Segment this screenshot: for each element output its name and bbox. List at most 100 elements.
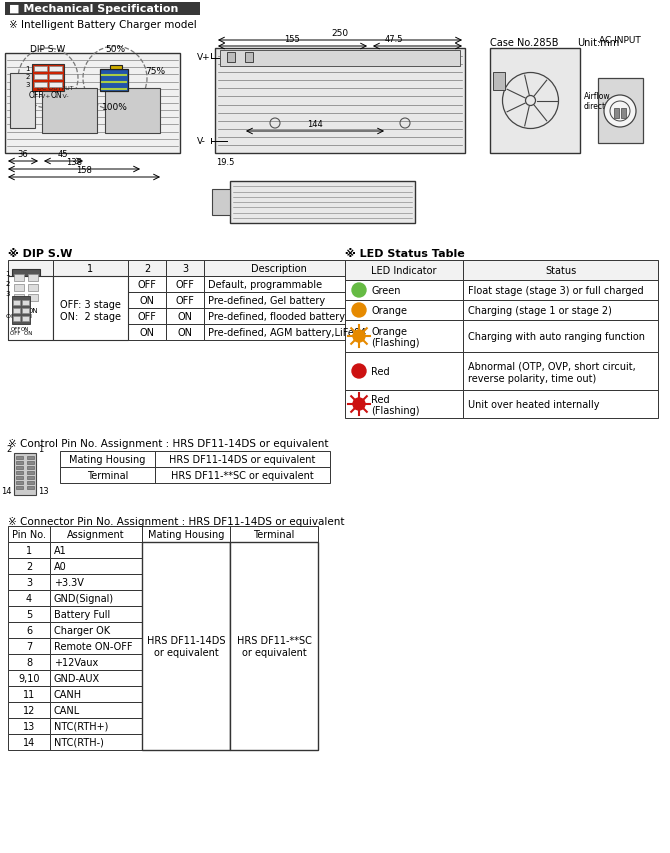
Bar — [42, 89, 97, 134]
Bar — [53, 309, 128, 325]
Bar — [8, 276, 53, 340]
Text: NTC(RTH-): NTC(RTH-) — [54, 737, 104, 747]
Bar — [345, 391, 463, 419]
Text: Terminal: Terminal — [253, 530, 295, 539]
Bar — [14, 275, 24, 281]
Text: 9,10: 9,10 — [18, 673, 40, 683]
Bar — [16, 456, 23, 460]
Bar — [463, 300, 658, 321]
Text: V-: V- — [197, 137, 206, 147]
Text: Abnormal (OTP, OVP, short circuit,: Abnormal (OTP, OVP, short circuit, — [468, 362, 636, 372]
Bar — [204, 261, 354, 276]
Bar — [230, 686, 318, 702]
Bar — [128, 293, 166, 309]
Bar — [230, 526, 318, 543]
Bar — [204, 293, 354, 309]
Text: 5: 5 — [26, 609, 32, 619]
Bar — [142, 702, 230, 718]
Text: 138: 138 — [66, 158, 82, 167]
Bar — [53, 325, 128, 340]
Bar — [49, 75, 62, 80]
Text: 50%: 50% — [105, 44, 125, 54]
Text: CANL: CANL — [54, 705, 80, 715]
Text: 1: 1 — [5, 270, 10, 276]
Bar — [100, 70, 128, 92]
Text: ※ Connector Pin No. Assignment : HRS DF11-14DS or equivalent: ※ Connector Pin No. Assignment : HRS DF1… — [8, 516, 344, 526]
Bar — [230, 574, 318, 590]
Text: Description: Description — [251, 264, 307, 274]
Bar — [50, 702, 142, 718]
Bar — [8, 325, 53, 340]
Text: Charging with auto ranging function: Charging with auto ranging function — [468, 332, 645, 341]
Text: Mating Housing: Mating Housing — [148, 530, 224, 539]
Bar — [230, 638, 318, 654]
Text: 2: 2 — [5, 281, 10, 287]
Bar — [8, 559, 50, 574]
Bar — [53, 276, 128, 293]
Bar — [105, 89, 160, 134]
Bar — [142, 686, 230, 702]
Bar — [14, 285, 24, 292]
Text: A1: A1 — [54, 545, 67, 555]
Circle shape — [353, 398, 365, 410]
Bar — [50, 606, 142, 623]
Bar — [614, 109, 619, 119]
Text: HRS DF11-**SC
or equivalent: HRS DF11-**SC or equivalent — [237, 635, 312, 657]
Bar — [345, 300, 463, 321]
Bar — [16, 472, 23, 474]
Text: Red: Red — [371, 395, 390, 404]
Bar — [142, 590, 230, 606]
Bar — [8, 276, 53, 293]
Bar — [142, 654, 230, 670]
Bar — [110, 66, 122, 70]
Bar — [245, 53, 253, 63]
Text: +3.3V: +3.3V — [54, 577, 84, 588]
Text: OFF: OFF — [176, 296, 194, 305]
Bar — [53, 261, 128, 276]
Bar — [50, 718, 142, 734]
Text: 2: 2 — [25, 74, 30, 80]
Text: Unit over heated internally: Unit over heated internally — [468, 399, 600, 409]
Text: 47.5: 47.5 — [385, 35, 403, 44]
Bar — [230, 734, 318, 750]
Text: OFF: OFF — [176, 280, 194, 290]
Bar — [463, 321, 658, 352]
Bar — [490, 49, 580, 154]
Bar — [463, 261, 658, 281]
Bar — [230, 543, 318, 559]
Bar — [50, 686, 142, 702]
Bar — [13, 300, 20, 305]
Bar — [166, 293, 204, 309]
Text: ON: ON — [178, 328, 192, 338]
Bar — [28, 294, 38, 302]
Bar — [8, 574, 50, 590]
Text: Assignment: Assignment — [67, 530, 125, 539]
Bar — [212, 189, 230, 216]
Text: 14: 14 — [23, 737, 35, 747]
Bar — [345, 281, 463, 300]
Text: ※ DIP S.W: ※ DIP S.W — [8, 249, 72, 258]
Bar — [142, 543, 230, 559]
Bar — [463, 391, 658, 419]
Bar — [34, 75, 47, 80]
Text: ※ Intelligent Battery Charger model: ※ Intelligent Battery Charger model — [9, 20, 197, 30]
Text: OFF  ON: OFF ON — [6, 314, 32, 319]
Text: 12: 12 — [23, 705, 36, 715]
Text: 13: 13 — [23, 721, 35, 731]
Text: 250: 250 — [332, 29, 348, 38]
Bar — [142, 638, 230, 654]
Bar — [27, 477, 34, 479]
Bar — [345, 352, 463, 391]
Bar — [142, 543, 230, 750]
Text: Pin No.: Pin No. — [12, 530, 46, 539]
Bar — [5, 54, 180, 154]
Text: AC INPUT: AC INPUT — [599, 36, 641, 45]
Bar — [166, 276, 204, 293]
Bar — [166, 309, 204, 325]
Bar — [50, 623, 142, 638]
Text: reverse polarity, time out): reverse polarity, time out) — [468, 374, 596, 384]
Bar — [16, 481, 23, 485]
Text: (Flashing): (Flashing) — [371, 338, 419, 347]
Text: Pre-defined, AGM battery,LiFe04: Pre-defined, AGM battery,LiFe04 — [208, 328, 366, 338]
Bar — [8, 734, 50, 750]
